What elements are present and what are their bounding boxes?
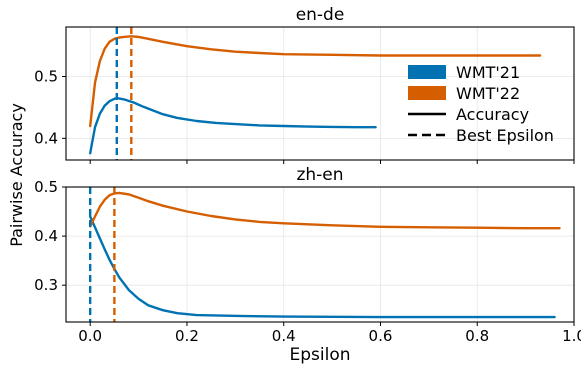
x-tick-label: 0.8	[465, 327, 489, 345]
y-axis-label: Pairwise Accuracy	[7, 103, 26, 247]
x-tick-label: 0.4	[272, 327, 296, 345]
y-tick-label: 0.4	[34, 129, 58, 147]
panel-title: en-de	[296, 5, 345, 25]
x-tick-label: 0.0	[78, 327, 102, 345]
y-tick-label: 0.4	[34, 227, 58, 245]
panel-title: zh-en	[296, 165, 343, 185]
series-line-wmt22	[89, 35, 542, 128]
y-tick-label: 0.5	[34, 67, 58, 85]
series-line-wmt22	[89, 191, 561, 230]
x-tick-label: 0.2	[175, 327, 199, 345]
series-line-wmt21	[89, 96, 377, 155]
panel-frame	[65, 26, 575, 161]
y-tick-label: 0.5	[34, 178, 58, 196]
panel-frame	[65, 186, 575, 323]
x-tick-label: 0.6	[369, 327, 393, 345]
y-tick-label: 0.3	[34, 276, 58, 294]
x-tick-label: 1.0	[562, 327, 581, 345]
panel-zh-en: 0.3 0.4 0.5 0.0 0.2 0.4 0.6 0.8 1.0 zh-en	[34, 165, 581, 345]
legend-label: Accuracy	[456, 105, 529, 124]
legend-swatch	[408, 86, 446, 100]
legend-label: WMT'22	[456, 84, 520, 103]
legend-label: Best Epsilon	[456, 126, 554, 145]
legend-swatch	[408, 65, 446, 79]
legend: WMT'21 WMT'22 Accuracy Best Epsilon	[408, 63, 554, 145]
panel-en-de: 0.4 0.5 en-de WMT'21 WMT'22 Accuracy Best Ep…	[34, 5, 575, 164]
legend-label: WMT'21	[456, 63, 520, 82]
x-axis-label: Epsilon	[289, 345, 350, 365]
series-line-wmt21	[89, 215, 556, 319]
